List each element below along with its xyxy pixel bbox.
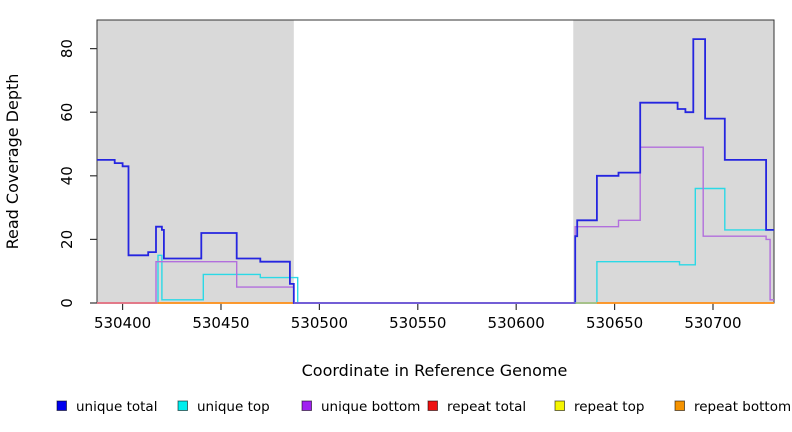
- shaded-region-right: [573, 20, 774, 303]
- y-axis: 0 20 40 60 80: [58, 39, 97, 308]
- series-unique-total: [97, 38, 774, 304]
- x-tick-label: 530650: [586, 314, 643, 332]
- legend-label: repeat top: [574, 399, 644, 415]
- legend-label: unique bottom: [321, 399, 420, 415]
- legend-item-repeat-bottom: repeat bottom: [674, 399, 791, 415]
- x-tick-label: 530700: [684, 314, 741, 332]
- legend-label: repeat total: [447, 399, 526, 415]
- legend-label: unique total: [76, 399, 157, 415]
- x-tick-label: 530400: [94, 314, 151, 332]
- legend-label: unique top: [197, 399, 270, 415]
- y-tick-label: 20: [58, 230, 76, 249]
- legend-item-unique-total: unique total: [56, 399, 157, 415]
- legend-item-repeat-total: repeat total: [427, 399, 526, 415]
- y-tick-label: 80: [58, 39, 76, 58]
- series-unique-top: [97, 187, 774, 304]
- legend-swatch: [301, 400, 312, 411]
- x-tick-label: 530550: [389, 314, 446, 332]
- legend: unique total unique top unique bottom repea…: [56, 399, 791, 415]
- y-tick-label: 40: [58, 166, 76, 185]
- legend-swatch: [674, 400, 685, 411]
- legend-item-unique-bottom: unique bottom: [301, 399, 420, 415]
- legend-swatch: [56, 400, 67, 411]
- x-axis-title: Coordinate in Reference Genome: [302, 361, 568, 380]
- legend-label: repeat bottom: [694, 399, 791, 415]
- y-axis-title: Read Coverage Depth: [3, 74, 22, 250]
- y-tick-label: 0: [58, 298, 76, 308]
- legend-item-repeat-top: repeat top: [554, 399, 644, 415]
- shaded-region-left: [97, 20, 294, 303]
- y-tick-label: 60: [58, 103, 76, 122]
- x-tick-label: 530450: [192, 314, 249, 332]
- legend-swatch: [427, 400, 438, 411]
- legend-swatch: [554, 400, 565, 411]
- x-axis: 530400 530450 530500 530550 530600 530650 5307…: [94, 303, 742, 332]
- legend-swatch: [177, 400, 188, 411]
- legend-item-unique-top: unique top: [177, 399, 270, 415]
- x-tick-label: 530500: [291, 314, 348, 332]
- x-tick-label: 530600: [488, 314, 545, 332]
- series-unique-bottom: [97, 146, 774, 304]
